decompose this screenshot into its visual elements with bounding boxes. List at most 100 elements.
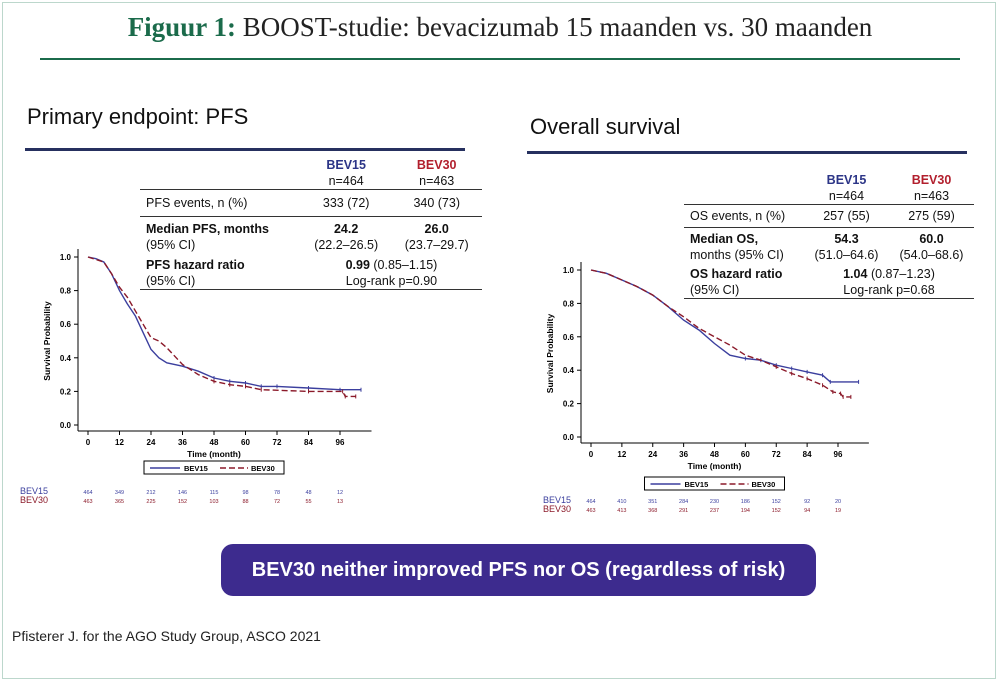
row-label: (95% CI) [684,282,804,299]
log-rank: Log-rank p=0.90 [300,273,482,290]
x-tick-label: 12 [115,438,124,447]
at-risk-count: 413 [617,508,626,514]
y-tick-label: 0.6 [60,320,72,329]
at-risk-count: 48 [305,490,311,496]
os-panel-title: Overall survival [530,114,681,139]
legend-label-bev30: BEV30 [752,480,776,489]
row-label: PFS hazard ratio [146,258,245,272]
cell: (54.0–68.6) [899,248,964,262]
cell: (23.7–29.7) [404,238,469,252]
at-risk-count: 94 [804,508,810,514]
y-tick-label: 0.2 [563,400,575,409]
hazard-ratio: 0.99 [345,258,370,272]
at-risk-count: 152 [178,499,187,505]
y-tick-label: 0.4 [60,354,72,363]
cell: 54.3 [834,232,859,246]
legend-label-bev15: BEV15 [184,464,208,473]
at-risk-count: 212 [146,490,155,496]
at-risk-count: 463 [586,508,595,514]
row-label: Median PFS, months [146,222,269,236]
row-label: PFS events, n (%) [140,189,301,217]
y-axis-label: Survival Probability [42,301,52,381]
legend-label-bev15: BEV15 [685,480,709,489]
legend [644,476,785,491]
cell: 26.0 [424,222,449,236]
x-tick-label: 24 [648,450,657,459]
at-risk-count: 19 [835,508,841,514]
at-risk-label: BEV30 [543,504,571,514]
legend-label-bev30: BEV30 [251,464,275,473]
x-tick-label: 84 [803,450,812,459]
n-bev30: n=463 [391,173,482,190]
row-label: OS events, n (%) [684,204,804,228]
source-citation: Pfisterer J. for the AGO Study Group, AS… [12,628,321,644]
row-label: Median OS, [690,232,759,246]
at-risk-count: 92 [804,499,810,505]
x-tick-label: 60 [741,450,750,459]
at-risk-count: 284 [679,499,688,505]
km-curve-bev30 [87,256,356,398]
y-axis-label: Survival Probability [545,314,555,394]
y-tick-label: 0.6 [563,333,575,342]
hazard-ci: (0.85–1.15) [373,258,438,272]
at-risk-count: 72 [274,499,280,505]
at-risk-count: 194 [741,508,750,514]
at-risk-count: 368 [648,508,657,514]
at-risk-count: 351 [648,499,657,505]
n-bev15: n=464 [300,173,392,190]
at-risk-count: 230 [710,499,719,505]
y-tick-label: 0.2 [60,387,72,396]
y-tick-label: 1.0 [563,266,575,275]
at-risk-count: 20 [835,499,841,505]
row-label: (95% CI) [146,238,196,252]
cell: 275 (59) [888,204,974,228]
y-tick-label: 0.0 [563,433,575,442]
x-tick-label: 0 [86,438,91,447]
x-tick-label: 72 [273,438,282,447]
y-tick-label: 0.0 [60,421,72,430]
cell: 333 (72) [300,189,392,217]
x-tick-label: 0 [589,450,594,459]
x-tick-label: 48 [710,450,719,459]
x-tick-label: 48 [210,438,219,447]
x-tick-label: 24 [147,438,156,447]
x-tick-label: 12 [617,450,626,459]
at-risk-label: BEV30 [20,495,48,505]
n-bev30: n=463 [888,188,974,205]
hazard-ratio: 1.04 [843,267,868,281]
at-risk-count: 146 [178,490,187,496]
at-risk-count: 78 [274,490,280,496]
row-label: (95% CI) [140,273,301,290]
title-rule [40,58,960,60]
hazard-ci: (0.87–1.23) [870,267,935,281]
x-axis-label: Time (month) [688,461,742,471]
x-axis-label: Time (month) [187,449,241,459]
at-risk-count: 152 [772,499,781,505]
at-risk-count: 464 [586,499,595,505]
at-risk-count: 463 [83,499,92,505]
at-risk-count: 12 [337,490,343,496]
at-risk-label: BEV15 [543,495,571,505]
header-bev15: BEV15 [326,158,366,172]
y-tick-label: 0.8 [563,299,575,308]
cell: 24.2 [333,222,359,236]
at-risk-count: 410 [617,499,626,505]
at-risk-count: 88 [242,499,248,505]
figure-label: Figuur 1: [127,12,236,42]
at-risk-label: BEV15 [20,486,48,496]
at-risk-count: 152 [772,508,781,514]
row-label: OS hazard ratio [690,267,783,281]
os-title-rule [527,151,967,154]
pfs-stats-table: BEV15 BEV30 n=464 n=463 PFS events, n (%) 3… [140,157,482,290]
at-risk-count: 365 [115,499,124,505]
log-rank: Log-rank p=0.68 [803,282,974,299]
cell: (51.0–64.6) [814,248,879,262]
x-tick-label: 84 [304,438,313,447]
x-tick-label: 60 [241,438,250,447]
os-stats-table: BEV15 BEV30 n=464 n=463 OS events, n (%) 25… [684,172,974,299]
cell: 340 (73) [391,189,482,217]
legend [143,460,285,475]
conclusion-banner: BEV30 neither improved PFS nor OS (regar… [221,544,816,596]
